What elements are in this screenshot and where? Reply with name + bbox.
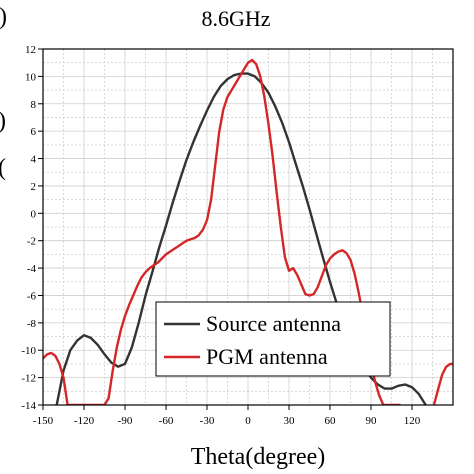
legend-label-pgm: PGM antenna [206, 344, 328, 369]
ylabel-fragment-bottom: ( [0, 155, 6, 181]
y-tick-label: -12 [21, 373, 36, 385]
y-tick-label: -4 [27, 263, 37, 275]
y-tick-label: 8 [31, 99, 37, 111]
y-axis-ticks: -14 -12 -10 -8 -6 -4 -2 0 2 4 6 8 10 12 [21, 44, 43, 412]
y-tick-label: -8 [27, 318, 37, 330]
legend-box [155, 301, 391, 377]
y-tick-label: 4 [31, 154, 37, 166]
x-tick-label: 120 [404, 415, 421, 427]
y-tick-label: 0 [31, 208, 37, 220]
y-tick-label: -10 [21, 345, 36, 357]
y-tick-label: -2 [27, 236, 36, 248]
y-tick-label: -6 [27, 290, 37, 302]
x-tick-label: 90 [366, 415, 378, 427]
series-line-pgm-antenna-tail [432, 362, 453, 405]
y-tick-label: 12 [25, 44, 36, 56]
x-tick-label: 30 [284, 415, 296, 427]
x-tick-label: 0 [245, 415, 251, 427]
y-tick-label: 2 [31, 181, 37, 193]
x-axis-title: Theta(degree) [191, 444, 326, 470]
x-tick-label: -30 [200, 415, 215, 427]
panel-mark: ) [0, 4, 7, 30]
y-tick-label: 10 [25, 71, 37, 83]
y-tick-label: -14 [21, 400, 36, 412]
legend-label-source: Source antenna [206, 311, 341, 336]
x-axis-ticks: -150 -120 -90 -60 -30 0 30 60 90 120 [33, 405, 421, 427]
x-tick-label: -60 [159, 415, 174, 427]
series-line-pgm-antenna [43, 58, 401, 405]
x-tick-label: 60 [325, 415, 337, 427]
x-tick-label: -120 [74, 415, 95, 427]
y-tick-label: 6 [31, 126, 37, 138]
chart-title: 8.6GHz [201, 6, 270, 31]
x-tick-label: -90 [118, 415, 133, 427]
x-tick-label: -150 [33, 415, 54, 427]
legend: Source antenna PGM antenna [155, 301, 391, 377]
ylabel-fragment-top: ) [0, 108, 6, 134]
